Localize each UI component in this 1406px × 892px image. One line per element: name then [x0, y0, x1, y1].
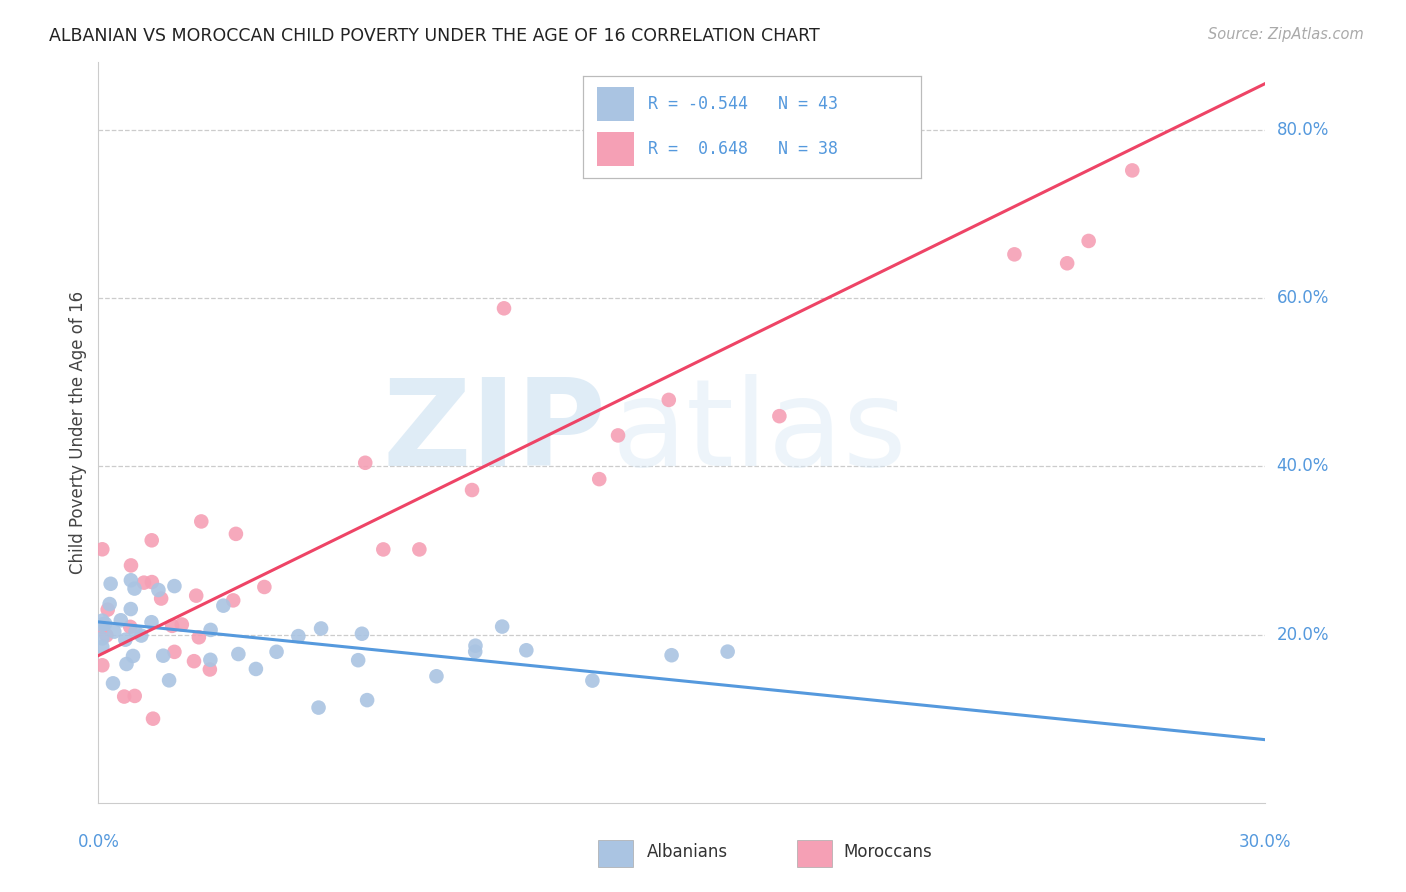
Point	[114, 632, 136, 647]
Point	[141, 615, 163, 630]
Point	[200, 653, 222, 667]
Point	[350, 626, 373, 640]
Point	[103, 624, 125, 639]
Text: Moroccans: Moroccans	[844, 843, 932, 861]
Point	[91, 617, 114, 632]
FancyBboxPatch shape	[598, 87, 634, 121]
Point	[464, 639, 486, 653]
Point	[347, 653, 370, 667]
Text: 20.0%: 20.0%	[1277, 625, 1329, 643]
Text: ZIP: ZIP	[382, 374, 606, 491]
Point	[91, 632, 114, 646]
Point	[308, 700, 330, 714]
Point	[100, 576, 122, 591]
Point	[132, 575, 155, 590]
Point	[98, 597, 121, 611]
Point	[120, 558, 142, 573]
Point	[187, 630, 209, 644]
Point	[464, 645, 486, 659]
Point	[170, 617, 193, 632]
Point	[183, 654, 205, 668]
Point	[228, 647, 250, 661]
Text: atlas: atlas	[612, 374, 907, 491]
Point	[91, 614, 114, 628]
Point	[112, 690, 135, 704]
Point	[354, 456, 377, 470]
Point	[120, 620, 142, 634]
Point	[91, 542, 114, 557]
Point	[152, 648, 174, 663]
Point	[141, 575, 163, 590]
Point	[198, 663, 221, 677]
Point	[163, 645, 186, 659]
Text: R =  0.648   N = 38: R = 0.648 N = 38	[648, 140, 838, 158]
Point	[157, 673, 180, 688]
FancyBboxPatch shape	[598, 132, 634, 166]
Point	[212, 599, 235, 613]
Point	[658, 392, 681, 407]
Point	[1077, 234, 1099, 248]
Point	[101, 676, 124, 690]
Point	[222, 593, 245, 607]
Point	[129, 629, 152, 643]
Point	[408, 542, 430, 557]
Point	[461, 483, 484, 497]
Point	[160, 619, 183, 633]
Point	[356, 693, 378, 707]
Text: R = -0.544   N = 43: R = -0.544 N = 43	[648, 95, 838, 113]
Point	[142, 712, 165, 726]
Point	[94, 616, 117, 631]
Point	[373, 542, 395, 557]
Point	[491, 619, 513, 633]
Point	[515, 643, 537, 657]
Point	[110, 613, 132, 627]
Point	[96, 628, 118, 642]
Point	[717, 645, 740, 659]
Point	[91, 658, 114, 673]
Point	[97, 602, 120, 616]
Y-axis label: Child Poverty Under the Age of 16: Child Poverty Under the Age of 16	[69, 291, 87, 574]
Point	[287, 629, 309, 643]
Point	[225, 527, 247, 541]
Text: 0.0%: 0.0%	[77, 833, 120, 851]
Point	[148, 582, 170, 597]
Point	[190, 515, 212, 529]
Point	[768, 409, 790, 424]
Point	[186, 589, 208, 603]
Text: Albanians: Albanians	[647, 843, 728, 861]
Text: 80.0%: 80.0%	[1277, 120, 1329, 139]
Point	[588, 472, 610, 486]
Point	[124, 689, 146, 703]
Text: 60.0%: 60.0%	[1277, 289, 1329, 307]
Point	[120, 602, 142, 616]
Point	[141, 533, 163, 548]
Point	[1056, 256, 1078, 270]
Point	[1002, 247, 1025, 261]
Point	[492, 301, 515, 316]
Point	[120, 573, 142, 587]
Point	[607, 428, 630, 442]
Point	[266, 645, 288, 659]
Point	[163, 579, 186, 593]
Text: 30.0%: 30.0%	[1239, 833, 1292, 851]
Point	[309, 622, 332, 636]
Point	[91, 620, 114, 634]
Point	[150, 591, 173, 606]
Point	[122, 648, 145, 663]
Text: Source: ZipAtlas.com: Source: ZipAtlas.com	[1208, 27, 1364, 42]
Text: 40.0%: 40.0%	[1277, 458, 1329, 475]
Point	[581, 673, 603, 688]
Text: ALBANIAN VS MOROCCAN CHILD POVERTY UNDER THE AGE OF 16 CORRELATION CHART: ALBANIAN VS MOROCCAN CHILD POVERTY UNDER…	[49, 27, 820, 45]
Point	[200, 623, 222, 637]
Point	[91, 640, 114, 654]
Point	[1121, 163, 1143, 178]
Point	[253, 580, 276, 594]
Point	[124, 582, 146, 596]
Point	[124, 624, 146, 639]
Point	[245, 662, 267, 676]
Point	[425, 669, 447, 683]
Point	[115, 657, 138, 671]
Point	[661, 648, 683, 663]
